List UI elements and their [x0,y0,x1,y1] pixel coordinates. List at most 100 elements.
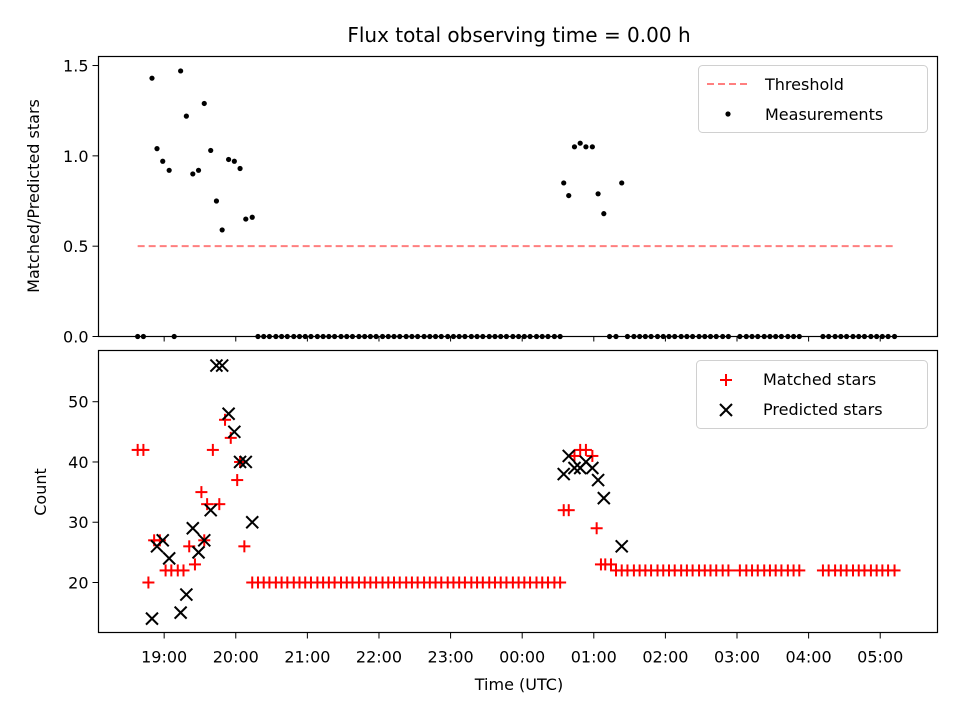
chart-title: Flux total observing time = 0.00 h [347,23,690,47]
measurement-point [619,180,625,186]
bottom-y-tick-label: 20 [68,573,88,592]
matched-star-marker [201,498,214,511]
matched-star-marker [213,498,226,511]
measurement-point [577,140,583,146]
matched-star-marker [177,564,190,577]
bottom-y-tick-label: 50 [68,393,88,412]
matched-star-marker [579,443,592,456]
predicted-star-marker [233,455,247,469]
measurement-point [208,147,214,154]
matched-star-marker [238,540,251,553]
legend-matched-swatch [720,374,732,386]
top-y-tick-label: 0.0 [63,328,88,347]
measurement-point [149,75,155,81]
matched-star-marker [888,564,901,577]
matched-star-marker [793,564,806,577]
bottom-y-ticks: 20 30 40 50 [68,393,99,592]
predicted-star-marker [221,407,236,421]
measurement-point [213,198,220,204]
bottom-y-axis-label: Count [31,468,50,516]
x-tick-label: 19:00 [141,648,187,667]
matched-star-marker [206,443,219,456]
predicted-star-marker [239,455,253,469]
measurement-point [178,68,184,74]
x-tick-label: 03:00 [714,648,760,667]
measurement-point [160,158,166,164]
legend-threshold-label: Threshold [764,75,844,94]
measurement-point [249,214,255,220]
predicted-star-marker [591,473,605,487]
x-tick-label: 23:00 [428,648,474,667]
measurement-point [183,113,189,119]
predicted-star-marker [197,533,211,548]
top-plot-frame [97,55,939,338]
matched-star-marker [722,564,735,577]
predicted-star-marker [209,358,224,373]
top-legend-box [698,65,928,133]
matched-star-marker [568,449,581,462]
measurement-point [219,227,225,233]
predicted-star-marker [567,461,582,475]
bottom-panel: Count Time (UTC) 20 30 40 50 19:00 20:00 21:0… [31,349,939,694]
measurement-point [571,144,578,150]
matched-stars-points [131,413,901,589]
predicted-star-marker [191,545,206,560]
legend-predicted-swatch [719,403,733,417]
matched-star-marker [219,413,232,426]
predicted-star-marker [585,461,600,475]
matched-star-marker [137,443,150,456]
legend-measurements-swatch [725,111,731,117]
predicted-star-marker [215,358,229,373]
matched-star-marker [142,576,155,589]
x-tick-label: 21:00 [284,648,330,667]
top-y-tick-label: 0.5 [63,237,88,256]
x-tick-label: 20:00 [213,648,259,667]
bottom-plot-frame [97,349,939,634]
measurement-point [231,158,237,164]
matched-star-marker [554,576,567,589]
legend-predicted-label: Predicted stars [763,400,883,419]
predicted-star-marker [186,521,200,535]
bottom-y-tick-label: 30 [68,513,88,532]
top-y-ticks: 0.0 0.5 1.0 1.5 [63,57,99,347]
measurement-point [190,171,196,177]
x-tick-label: 02:00 [642,648,688,667]
bottom-y-tick-label: 40 [68,453,88,472]
predicted-star-marker [227,425,242,439]
x-tick-label: 04:00 [786,648,832,667]
predicted-star-marker [156,533,170,548]
measurement-point [201,100,207,107]
bottom-legend: Matched stars Predicted stars [696,360,928,429]
matched-star-marker [231,474,244,487]
measurement-point [589,144,595,150]
top-x-ticks [163,336,881,342]
measurement-point [595,191,601,197]
top-y-tick-label: 1.0 [63,147,88,166]
bottom-legend-box [696,360,928,429]
measurement-point [243,216,249,222]
matched-star-marker [590,522,603,535]
predicted-stars-points [145,358,629,626]
top-y-axis-label: Matched/Predicted stars [24,99,43,293]
measurement-point [601,211,607,217]
matched-star-marker [188,558,201,571]
matched-star-marker [586,449,599,462]
top-legend: Threshold Measurements [698,65,928,133]
legend-matched-label: Matched stars [763,370,876,389]
predicted-star-marker [557,467,571,481]
predicted-star-marker [179,587,194,602]
predicted-star-marker [145,611,159,626]
measurement-point [166,167,172,173]
x-tick-label: 01:00 [571,648,617,667]
measurement-point [583,144,589,150]
predicted-star-marker [162,551,176,566]
top-y-tick-label: 1.5 [63,57,88,76]
predicted-star-marker [615,539,629,554]
predicted-star-marker [173,605,188,620]
measurement-point [237,165,243,172]
x-tick-label: 00:00 [499,648,545,667]
bottom-x-ticks: 19:00 20:00 21:00 22:00 23:00 00:00 01:00 02:00… [141,632,903,667]
matched-star-marker [195,486,208,499]
x-axis-label: Time (UTC) [474,675,563,694]
